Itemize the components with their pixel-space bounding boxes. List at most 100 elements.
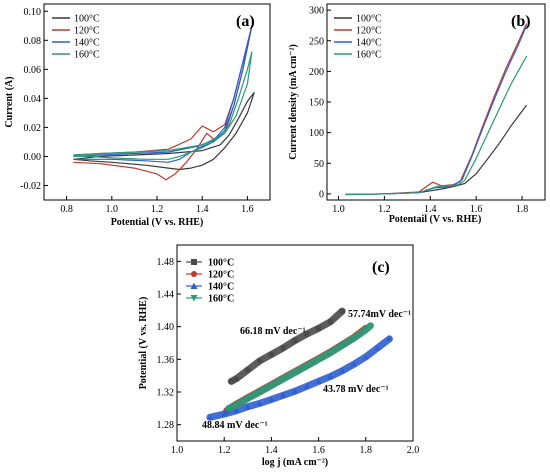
point-100c: [292, 338, 298, 344]
point-140c: [362, 353, 369, 360]
point-160c: [327, 350, 334, 356]
point-160c: [292, 369, 298, 376]
panel-b-ytick-label: 300: [309, 6, 324, 17]
panel-b-ytick-label: 0: [319, 189, 324, 200]
panel-a-series: [73, 25, 255, 181]
panel-c-series: [206, 307, 393, 421]
point-100c: [280, 345, 286, 351]
point-140c: [207, 414, 214, 420]
annotation-120c-slope: 57.74mV dec⁻¹: [348, 309, 411, 320]
panel-c-ytick-label: 1.48: [157, 257, 175, 268]
panel-a-xtick-label: 1.2: [151, 204, 164, 215]
panel-a: 0.8 1.0 1.2 1.4 1.6 -0.02 0.00 0.02 0.04 0.06 0.08…: [4, 3, 271, 228]
point-160c: [339, 342, 346, 349]
annotation-160c-slope: 48.84 mV dec⁻¹: [202, 420, 268, 431]
legend-140c-label: 140°C: [356, 38, 382, 49]
panel-c-ytick-label: 1.36: [157, 355, 175, 366]
point-100c: [228, 378, 234, 384]
point-140c: [268, 396, 275, 402]
panel-c-frame: [176, 244, 414, 442]
point-100c: [316, 325, 322, 331]
panel-b-ytick-label: 100: [309, 128, 324, 139]
point-140c: [374, 344, 381, 351]
panel-a-ytick-label: -0.02: [20, 181, 41, 192]
point-140c: [386, 335, 393, 342]
panel-b-xtick-label: 1.2: [378, 204, 391, 215]
point-140c: [280, 392, 287, 398]
panel-a-ytick-label: 0.10: [24, 7, 42, 18]
point-160c: [367, 323, 374, 329]
panel-c-ytick-label: 1.44: [157, 290, 175, 301]
legend-100c-label: 100°C: [356, 14, 382, 25]
legend-100c-label: 100°C: [208, 258, 234, 269]
panel-b-xlabel: Potentail (V vs. RHE): [389, 214, 482, 225]
point-160c: [244, 396, 251, 402]
panel-c-ylabel: Potential (V vs. RHE): [138, 297, 149, 390]
panel-c-ytick-label: 1.32: [157, 388, 175, 399]
series-160c-line: [73, 51, 253, 160]
panel-a-ytick-label: 0.06: [24, 65, 42, 76]
series-140c-band: [206, 335, 393, 421]
point-160c: [268, 382, 275, 389]
panel-b-series: [345, 23, 528, 196]
point-160c: [280, 376, 287, 382]
point-100c: [257, 358, 263, 364]
legend-160c-label: 160°C: [74, 50, 100, 61]
point-140c: [221, 411, 228, 417]
panel-a-ytick-label: 0.00: [24, 152, 42, 163]
point-140c: [303, 383, 310, 389]
panel-c-xtick-label: 1.6: [312, 445, 325, 456]
panel-a-xlabel: Potential (V vs. RHE): [111, 217, 204, 228]
point-160c: [256, 389, 263, 395]
series-100c-line: [73, 91, 255, 171]
panel-b-xtick-label: 1.4: [424, 204, 437, 215]
panel-b-label: (b): [511, 13, 531, 30]
legend-100c-marker: [191, 259, 197, 265]
point-100c: [327, 319, 333, 325]
series-140c-line: [73, 25, 253, 163]
legend-160c-label: 160°C: [208, 294, 234, 305]
point-160c: [303, 363, 310, 369]
panel-a-ylabel: Current (A): [4, 76, 15, 127]
panel-c-ytick-label: 1.40: [157, 322, 175, 333]
panel-c-ytick-label: 1.28: [157, 420, 175, 431]
point-160c: [362, 327, 369, 333]
panel-b-xtick-label: 1.0: [332, 204, 345, 215]
panel-b-ticks: 1.0 1.2 1.4 1.6 1.8 0 50 100 150 200 250 300: [309, 6, 528, 215]
legend-160c-marker: [190, 295, 198, 302]
point-100c: [233, 376, 239, 382]
point-140c: [327, 373, 334, 379]
panel-b-xtick-label: 1.6: [470, 204, 483, 215]
legend-140c-label: 140°C: [74, 38, 100, 49]
legend-140c-label: 140°C: [208, 282, 234, 293]
panel-b-ytick-label: 150: [309, 98, 324, 109]
point-160c: [351, 335, 357, 342]
legend-140c-marker: [190, 282, 198, 289]
panel-b-ytick-label: 50: [314, 159, 324, 170]
panel-b-ytick-label: 200: [309, 67, 324, 78]
panel-c-xtick-label: 1.0: [171, 445, 184, 456]
panel-b-ylabel: Current density (mA cm⁻²): [288, 44, 299, 160]
panel-c: 1.0 1.2 1.4 1.6 1.8 2.0 1.28 1.32 1.36 1.40 1.44 1.…: [138, 244, 420, 468]
panel-c-xlabel: log j (mA cm⁻²): [262, 457, 328, 468]
panel-c-xtick-label: 2.0: [407, 445, 420, 456]
panel-b-xtick-label: 1.8: [516, 204, 529, 215]
panel-b-ytick-label: 250: [309, 36, 324, 47]
legend-120c-label: 120°C: [356, 26, 382, 37]
panel-c-ticks: 1.0 1.2 1.4 1.6 1.8 2.0 1.28 1.32 1.36 1.40 1.44 1.…: [157, 257, 420, 456]
legend-120c-label: 120°C: [74, 26, 100, 37]
point-140c: [244, 403, 251, 410]
panel-c-xtick-label: 1.8: [360, 445, 373, 456]
panel-a-xtick-label: 1.0: [106, 204, 119, 215]
point-160c: [225, 405, 232, 412]
point-100c: [268, 351, 274, 357]
annotation-140c-slope: 43.78 mV dec⁻¹: [323, 384, 389, 395]
panel-a-ytick-label: 0.04: [24, 94, 42, 105]
panel-a-ticks: 0.8 1.0 1.2 1.4 1.6 -0.02 0.00 0.02 0.04 0.06 0.08…: [20, 7, 253, 215]
point-160c: [315, 356, 322, 363]
panel-c-label: (c): [372, 259, 390, 276]
panel-c-xtick-label: 1.4: [265, 445, 278, 456]
